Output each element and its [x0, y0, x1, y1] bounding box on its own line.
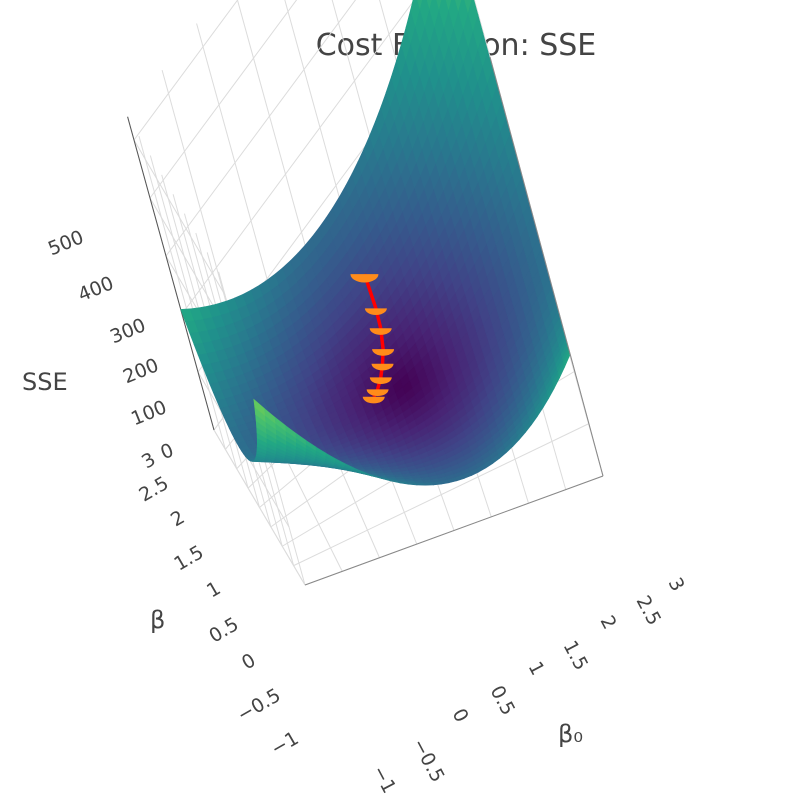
y-tick-label: 0: [238, 649, 259, 674]
y-tick-label: 2.5: [135, 472, 172, 506]
x-tick-label: 3: [664, 574, 689, 595]
z-axis-label: SSE: [22, 368, 68, 396]
x-axis-label: β₀: [558, 720, 583, 748]
descent-path-marker: [372, 349, 395, 356]
front-axes: [304, 56, 604, 586]
x-tick-label: −1: [368, 762, 401, 797]
descent-path-marker: [364, 308, 387, 315]
y-tick-label: 2: [167, 506, 188, 531]
z-tick-label: 200: [120, 354, 162, 388]
descent-path-marker: [369, 377, 392, 385]
z-tick-label: 500: [45, 226, 87, 260]
z-tick-label: 100: [128, 396, 170, 430]
descent-path-marker: [369, 328, 392, 335]
x-tick-label: 2: [596, 612, 621, 633]
descent-path-marker: [362, 396, 385, 404]
x-tick-label: 2.5: [632, 592, 666, 629]
y-tick-label: 3: [138, 448, 159, 473]
descent-path: [350, 273, 395, 404]
y-tick-label: 1.5: [170, 541, 207, 575]
y-tick-label: 1: [203, 577, 224, 602]
y-tick-label: −0.5: [234, 684, 285, 726]
descent-path-marker: [366, 389, 389, 397]
x-tick-label: 0.5: [486, 682, 520, 719]
y-axis-label: β: [150, 606, 165, 634]
x-tick-label: 0: [448, 705, 473, 726]
y-tick-label: 0.5: [205, 613, 242, 647]
z-tick-label: 400: [75, 272, 117, 306]
descent-path-marker: [350, 274, 379, 283]
x-tick-label: 1.5: [559, 637, 593, 674]
cost-surface[interactable]: [180, 0, 571, 486]
z-tick-label: 0: [157, 439, 176, 464]
z-tick-label: 300: [107, 314, 149, 348]
y-tick-label: −1: [267, 727, 302, 760]
descent-path-marker: [371, 363, 394, 371]
x-tick-label: 1: [524, 658, 549, 679]
x-tick-label: −0.5: [408, 735, 449, 786]
